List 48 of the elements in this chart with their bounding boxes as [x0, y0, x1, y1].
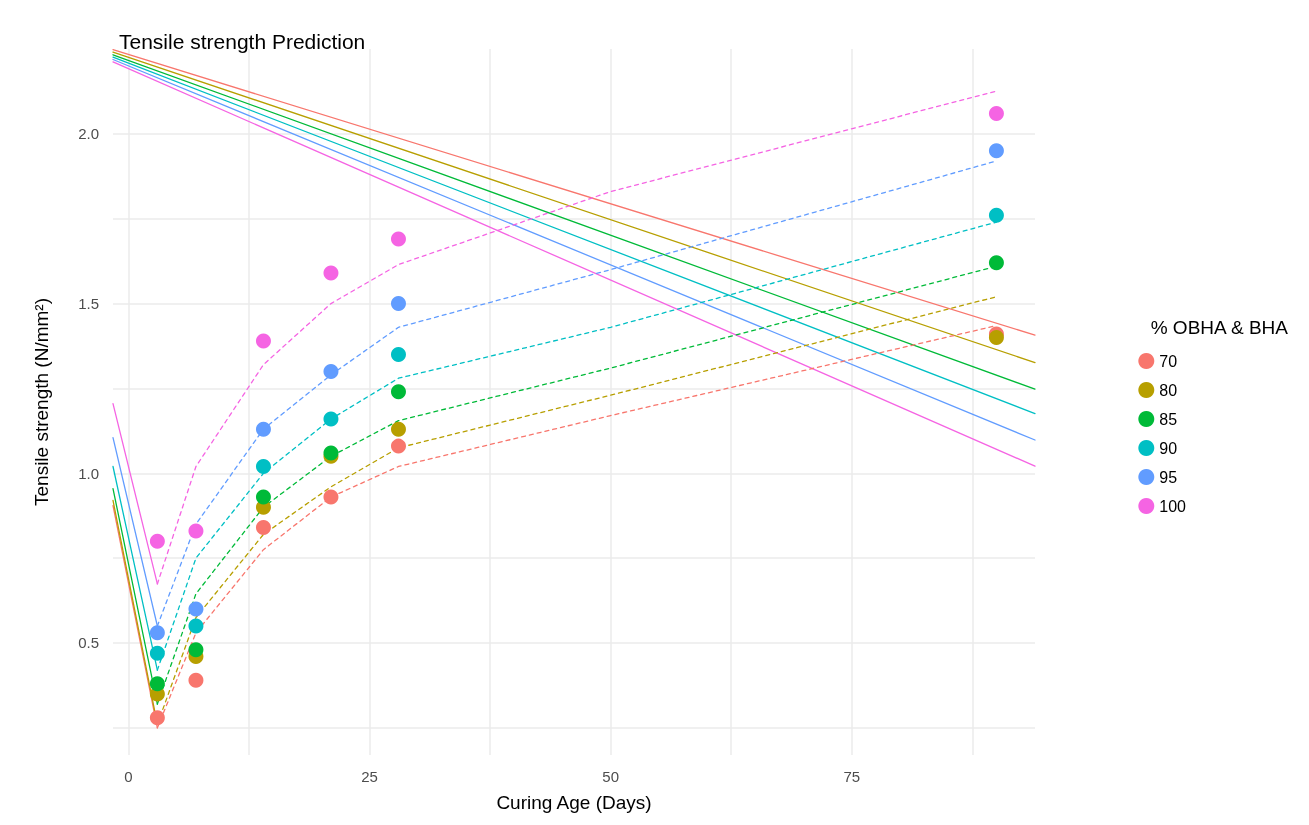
x-tick-label: 25: [361, 768, 378, 785]
point: [988, 255, 1004, 271]
point: [323, 411, 339, 427]
legend-label: 95: [1159, 468, 1178, 486]
point: [188, 523, 204, 539]
legend-label: 100: [1159, 497, 1187, 515]
point: [988, 105, 1004, 121]
x-axis-title: Curing Age (Days): [496, 792, 652, 813]
chart-title: Tensile strength Prediction: [119, 30, 366, 53]
point: [255, 421, 271, 437]
y-axis-title: Tensile strength (N/mm²): [31, 298, 52, 506]
point: [149, 533, 165, 549]
point: [323, 363, 339, 379]
point: [255, 333, 271, 349]
point: [255, 458, 271, 474]
point: [149, 645, 165, 661]
point: [988, 143, 1004, 159]
legend-label: 90: [1159, 439, 1178, 457]
y-tick-label: 2.0: [78, 125, 99, 143]
y-tick-label: 1.5: [78, 295, 99, 313]
point: [255, 520, 271, 536]
point: [390, 346, 406, 362]
y-tick-label: 0.5: [78, 634, 99, 652]
point: [390, 384, 406, 400]
x-tick-label: 75: [843, 768, 861, 785]
x-tick-label: 50: [602, 768, 619, 785]
x-tick-label: 0: [124, 768, 133, 785]
point: [149, 676, 165, 692]
legend-label: 85: [1159, 410, 1178, 428]
legend-title: % OBHA & BHA: [1150, 317, 1289, 338]
point: [188, 642, 204, 658]
point: [390, 438, 406, 454]
point: [390, 231, 406, 247]
point: [255, 489, 271, 505]
point: [188, 672, 204, 688]
point: [149, 710, 165, 726]
point: [323, 489, 339, 505]
point: [390, 296, 406, 312]
point: [988, 330, 1004, 346]
y-tick-label: 1.0: [78, 464, 99, 482]
point: [390, 421, 406, 437]
point: [188, 618, 204, 634]
point: [188, 601, 204, 617]
point: [323, 265, 339, 281]
legend-label: 80: [1159, 381, 1178, 399]
legend-label: 70: [1159, 352, 1178, 370]
point: [149, 625, 165, 641]
point: [988, 207, 1004, 223]
